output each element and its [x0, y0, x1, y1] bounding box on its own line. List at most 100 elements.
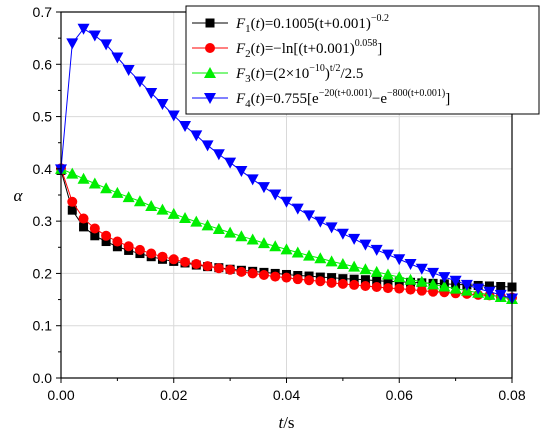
series-2-point: [337, 278, 348, 289]
legend-label-part: (: [251, 41, 256, 57]
series-2-point: [405, 284, 416, 295]
series-2-point: [326, 277, 337, 288]
y-tick-label: 0.5: [33, 109, 53, 125]
y-tick-label: 0.3: [33, 213, 53, 229]
y-tick-label: 0.4: [33, 161, 53, 177]
y-tick-label: 0.0: [33, 370, 53, 386]
series-4-point: [111, 52, 124, 64]
series-4-point: [494, 289, 507, 301]
series-3-point: [156, 203, 169, 215]
series-4-point: [201, 140, 214, 152]
legend-label-part: )=(2×10: [260, 66, 309, 82]
series-2-point: [360, 280, 371, 291]
series-4-point: [370, 244, 383, 256]
legend-label-part: /2.5: [340, 66, 363, 82]
series-1-point: [496, 282, 506, 291]
series-4-point: [460, 279, 473, 291]
x-tick-label: 0.06: [386, 387, 413, 403]
series-4-point: [122, 65, 135, 77]
x-tick-label: 0.02: [160, 387, 187, 403]
legend-label-part: ]: [377, 41, 382, 57]
series-1-point: [112, 242, 122, 252]
y-tick-label: 0.7: [33, 4, 53, 20]
series-2-point: [168, 254, 179, 265]
legend-label-part: −800(t+0.001): [387, 88, 445, 99]
x-tick-label: 0.08: [498, 387, 525, 403]
series-3-point: [201, 219, 214, 231]
series-3-point: [66, 167, 79, 179]
series-2-point: [292, 274, 303, 285]
series-1-point: [338, 274, 348, 284]
x-axis-label: t/s: [278, 413, 294, 432]
series-4-point: [179, 120, 192, 132]
legend-label-part: t: [256, 66, 261, 82]
series-2-point: [202, 261, 213, 272]
series-3-point: [212, 222, 225, 234]
legend-item-3: F3(t)=(2×10−10)t/2/2.5: [192, 63, 363, 85]
series-4-point: [438, 272, 451, 284]
series-3-point: [415, 275, 428, 287]
legend-label-part: F: [235, 66, 246, 82]
legend-item-1: F1(t)=0.1005(t+0.001)−0.2: [192, 13, 389, 35]
series-2-point: [191, 259, 202, 270]
series-3-point: [303, 249, 316, 261]
legend-label-part: )=0.1005(t+0.001): [260, 16, 371, 32]
series-3-point: [280, 243, 293, 255]
series-3-point: [404, 273, 417, 285]
series-3-point: [167, 207, 180, 219]
series-3-point: [427, 278, 440, 290]
series-3-point: [179, 212, 192, 224]
series-2-point: [315, 276, 326, 287]
legend-label: F3(t)=(2×10−10)t/2/2.5: [235, 63, 363, 85]
series-4-point: [359, 239, 372, 251]
legend-box: [185, 5, 540, 115]
series-4-point: [257, 182, 270, 194]
series-4-point: [246, 174, 259, 186]
series-2-point: [258, 269, 269, 280]
y-tick-label: 0.2: [33, 265, 53, 281]
legend-label-part: t: [256, 91, 261, 107]
series-3-point: [246, 233, 259, 245]
legend-label-part: F: [235, 91, 246, 107]
series-1-point: [327, 273, 337, 283]
series-4-point: [415, 263, 428, 275]
series-4-point: [472, 283, 485, 295]
series-3-point: [77, 172, 90, 184]
series-3-point: [291, 246, 304, 258]
series-3-point: [370, 265, 383, 277]
series-3: [55, 162, 518, 305]
series-4-point: [100, 39, 113, 51]
series-4-point: [88, 30, 101, 42]
series-3-point: [336, 258, 349, 270]
legend-label-part: ): [325, 66, 330, 82]
series-3-point: [145, 199, 158, 211]
series-4-point: [381, 249, 394, 261]
series-1-point: [383, 276, 393, 286]
series-3-point: [224, 226, 237, 238]
legend-label-part: (: [251, 66, 256, 82]
series-2-point: [349, 279, 360, 290]
series-2-point: [382, 283, 393, 294]
legend-label-part: ]: [445, 91, 450, 107]
series-2-point: [180, 256, 191, 267]
series-2-point: [157, 251, 168, 262]
series-4-point: [280, 196, 293, 208]
series-4-point: [404, 259, 417, 271]
legend-label-part: F: [235, 16, 246, 32]
series-3-point: [122, 191, 135, 203]
series-2-point: [304, 275, 315, 286]
legend-label-part: −0.2: [371, 13, 389, 24]
legend-item-2: F2(t)=−ln[(t+0.001)0.058]: [192, 38, 382, 60]
series-2-point: [371, 282, 382, 293]
series-2-point: [78, 213, 89, 224]
series-2-point: [416, 285, 427, 296]
series-4-point: [483, 286, 496, 298]
series-1-point: [90, 231, 100, 241]
series-3-point: [359, 263, 372, 275]
tick-labels: 0.00 0.02 0.04 0.06 0.08 0.0 0.1 0.2 0.3 0.4 0.5 0.…: [33, 4, 526, 403]
series-4-point: [224, 157, 237, 169]
series-4-point: [449, 275, 462, 287]
series-1-point: [484, 281, 494, 291]
legend-label: F4(t)=0.755[e−20(t+0.001)−e−800(t+0.001)…: [235, 88, 450, 110]
